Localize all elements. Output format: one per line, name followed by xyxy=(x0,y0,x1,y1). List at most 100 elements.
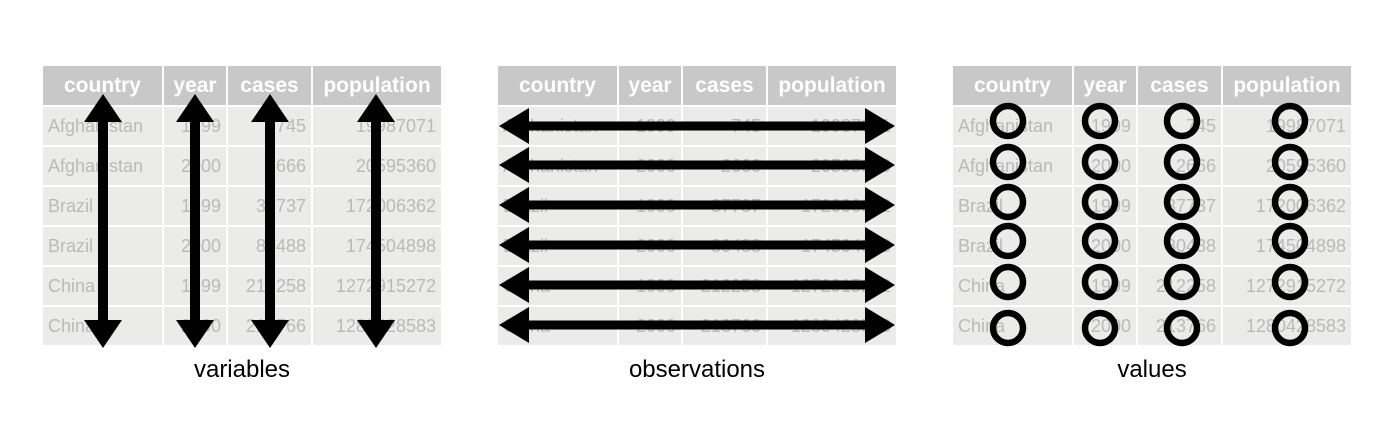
cell-year: 2000 xyxy=(163,145,228,186)
cell-population: 1280428583 xyxy=(312,305,441,345)
cell-population: 172006362 xyxy=(312,185,441,226)
table-body: Afghanistan 1999 745 19987071 Afghanistan 200… xyxy=(43,105,441,345)
cell-population: 19987071 xyxy=(312,105,441,146)
column-header-country: country xyxy=(498,66,619,106)
values-caption: values xyxy=(1117,356,1187,383)
cell-cases: 2666 xyxy=(1137,145,1223,186)
variables-panel: country year cases population Afghanistan 19… xyxy=(43,66,441,348)
cell-population: 174504898 xyxy=(1222,225,1351,266)
cell-year: 2000 xyxy=(618,145,683,186)
variables-caption: variables xyxy=(193,356,291,383)
table-body: Afghanistan 1999 745 19987071 Afghanistan 200… xyxy=(953,105,1351,345)
table-row: Brazil 1999 37737 172006362 xyxy=(498,185,896,226)
table-row: Afghanistan 2000 2666 20595360 xyxy=(498,145,896,186)
column-header-population: population xyxy=(312,66,441,106)
cell-year: 1999 xyxy=(1073,265,1138,306)
cell-year: 2000 xyxy=(618,305,683,345)
cell-cases: 37737 xyxy=(1137,185,1223,226)
cell-country: China xyxy=(498,265,619,306)
cell-country: Afghanistan xyxy=(43,145,164,186)
cell-country: China xyxy=(43,265,164,306)
table-row: Brazil 1999 37737 172006362 xyxy=(953,185,1351,226)
cell-population: 19987071 xyxy=(767,105,896,146)
cell-cases: 745 xyxy=(227,105,313,146)
table-row: China 2000 213766 1280428583 xyxy=(498,305,896,345)
cell-year: 1999 xyxy=(618,105,683,146)
cell-population: 1272915272 xyxy=(767,265,896,306)
cell-population: 1272915272 xyxy=(312,265,441,306)
table-row: Afghanistan 1999 745 19987071 xyxy=(43,105,441,146)
cell-year: 1999 xyxy=(163,265,228,306)
cell-country: China xyxy=(498,305,619,345)
column-header-year: year xyxy=(618,66,683,106)
cell-population: 172006362 xyxy=(767,185,896,226)
cell-year: 1999 xyxy=(618,265,683,306)
cell-country: Brazil xyxy=(498,225,619,266)
cell-cases: 213766 xyxy=(682,305,768,345)
column-header-cases: cases xyxy=(682,66,768,106)
cell-population: 1280428583 xyxy=(767,305,896,345)
column-header-cases: cases xyxy=(1137,66,1223,106)
cell-country: Afghanistan xyxy=(953,105,1074,146)
cell-country: China xyxy=(953,265,1074,306)
cell-cases: 2666 xyxy=(227,145,313,186)
cell-year: 2000 xyxy=(618,225,683,266)
column-header-year: year xyxy=(163,66,228,106)
table-row: China 1999 212258 1272915272 xyxy=(498,265,896,306)
table-row: Brazil 2000 80488 174504898 xyxy=(498,225,896,266)
cell-country: China xyxy=(43,305,164,345)
cell-year: 2000 xyxy=(1073,305,1138,345)
cell-year: 1999 xyxy=(618,185,683,226)
cell-cases: 80488 xyxy=(1137,225,1223,266)
table-row: Afghanistan 1999 745 19987071 xyxy=(953,105,1351,146)
column-header-population: population xyxy=(767,66,896,106)
cell-country: Brazil xyxy=(498,185,619,226)
cell-cases: 37737 xyxy=(227,185,313,226)
observations-table: country year cases population Afghanistan 19… xyxy=(498,66,896,345)
table-row: Brazil 2000 80488 174504898 xyxy=(953,225,1351,266)
cell-country: China xyxy=(953,305,1074,345)
table-row: China 2000 213766 1280428583 xyxy=(953,305,1351,345)
header-row: country year cases population xyxy=(498,66,896,106)
column-header-country: country xyxy=(953,66,1074,106)
cell-cases: 37737 xyxy=(682,185,768,226)
table-row: Afghanistan 2000 2666 20595360 xyxy=(43,145,441,186)
cell-year: 2000 xyxy=(163,305,228,345)
table-row: China 1999 212258 1272915272 xyxy=(953,265,1351,306)
cell-cases: 213766 xyxy=(1137,305,1223,345)
cell-population: 1272915272 xyxy=(1222,265,1351,306)
variables-table: country year cases population Afghanistan 19… xyxy=(43,66,441,345)
table-row: Brazil 1999 37737 172006362 xyxy=(43,185,441,226)
cell-population: 20595360 xyxy=(767,145,896,186)
column-header-cases: cases xyxy=(227,66,313,106)
cell-population: 1280428583 xyxy=(1222,305,1351,345)
cell-cases: 212258 xyxy=(682,265,768,306)
observations-panel: country year cases population Afghanistan 19… xyxy=(498,66,896,345)
cell-population: 20595360 xyxy=(1222,145,1351,186)
cell-year: 1999 xyxy=(1073,185,1138,226)
cell-year: 1999 xyxy=(1073,105,1138,146)
table-row: Afghanistan 2000 2666 20595360 xyxy=(953,145,1351,186)
cell-year: 2000 xyxy=(163,225,228,266)
cell-country: Brazil xyxy=(953,225,1074,266)
cell-country: Afghanistan xyxy=(43,105,164,146)
observations-caption: observations xyxy=(628,356,766,383)
cell-country: Brazil xyxy=(43,185,164,226)
cell-country: Afghanistan xyxy=(953,145,1074,186)
cell-country: Brazil xyxy=(43,225,164,266)
table-row: China 2000 213766 1280428583 xyxy=(43,305,441,345)
header-row: country year cases population xyxy=(953,66,1351,106)
cell-year: 2000 xyxy=(1073,225,1138,266)
cell-cases: 212258 xyxy=(1137,265,1223,306)
table-row: Afghanistan 1999 745 19987071 xyxy=(498,105,896,146)
column-header-population: population xyxy=(1222,66,1351,106)
cell-country: Afghanistan xyxy=(498,145,619,186)
table-body: Afghanistan 1999 745 19987071 Afghanistan 200… xyxy=(498,105,896,345)
cell-cases: 745 xyxy=(682,105,768,146)
cell-population: 174504898 xyxy=(312,225,441,266)
cell-population: 20595360 xyxy=(312,145,441,186)
values-panel: country year cases population Afghanistan 19… xyxy=(953,66,1351,347)
values-table: country year cases population Afghanistan 19… xyxy=(953,66,1351,345)
cell-population: 172006362 xyxy=(1222,185,1351,226)
cell-cases: 212258 xyxy=(227,265,313,306)
